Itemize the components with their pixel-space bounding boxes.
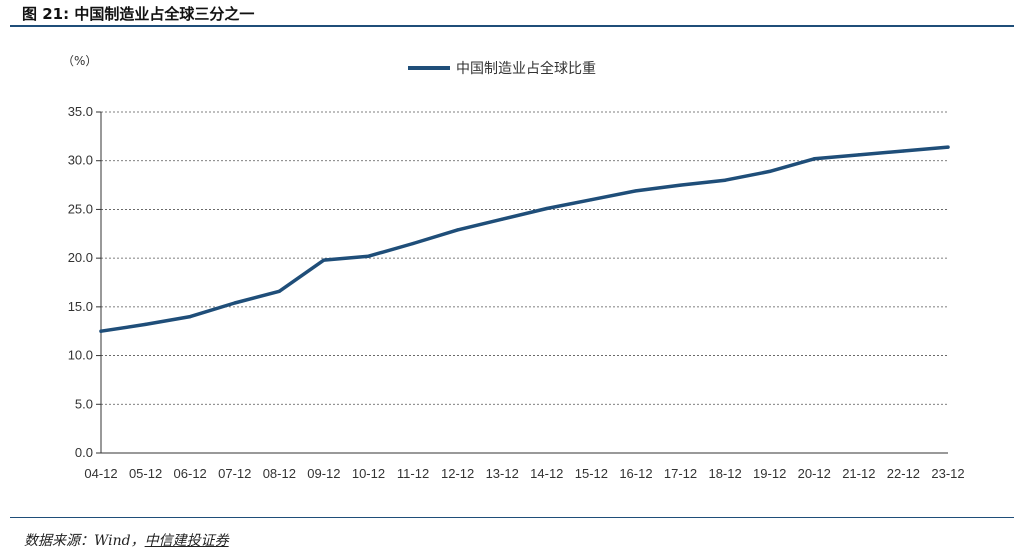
y-tick-label: 35.0 bbox=[68, 104, 93, 119]
y-tick-label: 5.0 bbox=[75, 396, 93, 411]
data-point bbox=[277, 289, 281, 293]
data-point bbox=[857, 153, 861, 157]
data-point bbox=[901, 149, 906, 153]
y-tick-label: 15.0 bbox=[68, 299, 93, 314]
y-tick-label: 0.0 bbox=[75, 445, 93, 460]
x-tick-label: 15-12 bbox=[575, 466, 608, 481]
data-point bbox=[322, 258, 326, 262]
x-tick-label: 21-12 bbox=[842, 466, 875, 481]
x-tick-label: 16-12 bbox=[619, 466, 652, 481]
footer-rule bbox=[10, 517, 1014, 518]
x-tick-label: 12-12 bbox=[441, 466, 474, 481]
data-point bbox=[589, 198, 593, 202]
series-line bbox=[99, 145, 950, 333]
title-rule bbox=[10, 25, 1014, 27]
data-point bbox=[545, 206, 549, 211]
x-tick-label: 23-12 bbox=[931, 466, 964, 481]
y-tick-label: 20.0 bbox=[68, 250, 93, 265]
source-org: 中信建投证券 bbox=[144, 533, 229, 549]
x-tick-label: 08-12 bbox=[263, 466, 296, 481]
data-point bbox=[678, 183, 683, 187]
y-axis-ticks: 0.0 5.0 10.0 15.0 20.0 25.0 30.0 35.0 bbox=[68, 104, 101, 460]
gridlines bbox=[101, 111, 948, 405]
x-tick-label: 22-12 bbox=[887, 466, 920, 481]
data-point bbox=[634, 189, 638, 193]
x-tick-label: 07-12 bbox=[218, 466, 251, 481]
data-point bbox=[411, 241, 415, 246]
y-tick-label: 10.0 bbox=[68, 348, 93, 363]
x-tick-label: 18-12 bbox=[708, 466, 741, 481]
y-axis-unit-label: （%） bbox=[62, 54, 97, 68]
y-tick-label: 25.0 bbox=[68, 201, 93, 216]
data-point bbox=[143, 322, 148, 326]
data-point bbox=[812, 157, 816, 161]
x-tick-label: 14-12 bbox=[530, 466, 563, 481]
figure-title: 图 21: 中国制造业占全球三分之一 bbox=[22, 5, 255, 23]
x-tick-label: 04-12 bbox=[84, 466, 117, 481]
x-tick-label: 19-12 bbox=[753, 466, 786, 481]
x-tick-label: 09-12 bbox=[307, 466, 340, 481]
x-tick-label: 10-12 bbox=[352, 466, 385, 481]
data-point bbox=[768, 169, 772, 174]
data-source-note: 数据来源：Wind，中信建投证券 bbox=[24, 530, 229, 550]
x-tick-label: 20-12 bbox=[798, 466, 831, 481]
y-tick-label: 30.0 bbox=[68, 153, 93, 168]
legend-label: 中国制造业占全球比重 bbox=[456, 60, 596, 77]
axes bbox=[100, 112, 948, 454]
x-axis-ticks: 04-12 05-12 06-12 07-12 08-12 09-12 10-12 11-12… bbox=[84, 466, 964, 481]
x-tick-label: 13-12 bbox=[486, 466, 519, 481]
data-point bbox=[723, 178, 727, 182]
legend: 中国制造业占全球比重 bbox=[408, 60, 596, 77]
data-point bbox=[99, 329, 103, 333]
data-point bbox=[366, 254, 371, 258]
x-tick-label: 11-12 bbox=[397, 466, 429, 481]
data-point bbox=[500, 217, 504, 221]
x-tick-label: 06-12 bbox=[174, 466, 207, 481]
series-group bbox=[99, 145, 950, 333]
x-tick-label: 17-12 bbox=[664, 466, 697, 481]
data-point bbox=[946, 145, 950, 149]
data-point bbox=[188, 315, 192, 319]
x-tick-label: 05-12 bbox=[129, 466, 162, 481]
data-point bbox=[233, 301, 237, 305]
source-prefix: 数据来源：Wind， bbox=[24, 533, 145, 549]
data-point bbox=[456, 228, 460, 232]
